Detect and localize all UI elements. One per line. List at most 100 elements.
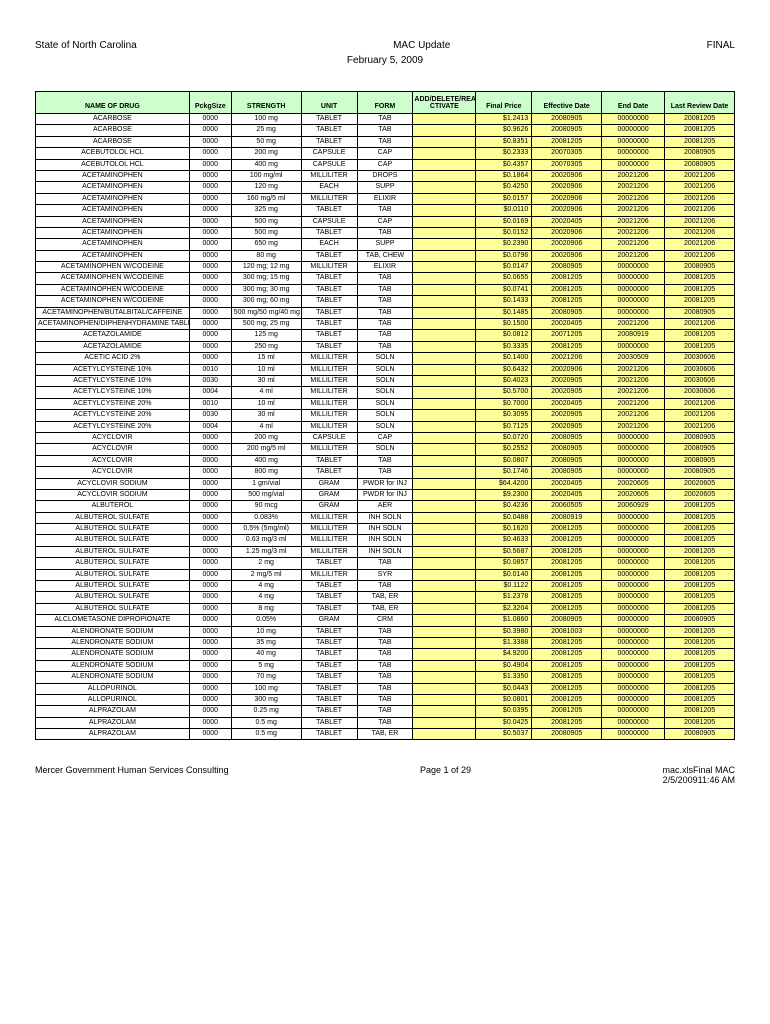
table-cell: 20020405 xyxy=(532,319,602,330)
table-cell: 00000000 xyxy=(602,535,665,546)
table-cell: TABLET xyxy=(301,227,357,238)
table-cell: 00000000 xyxy=(602,649,665,660)
col-header: End Date xyxy=(602,92,665,114)
table-cell xyxy=(413,660,476,671)
table-cell: 0000 xyxy=(189,273,231,284)
table-cell: $0.7125 xyxy=(476,421,532,432)
table-cell: 400 mg xyxy=(231,455,301,466)
table-cell: 0010 xyxy=(189,364,231,375)
table-cell: ACETAMINOPHEN xyxy=(36,182,190,193)
table-cell: 20081003 xyxy=(532,626,602,637)
table-cell: 20081205 xyxy=(665,592,735,603)
table-cell: 0000 xyxy=(189,148,231,159)
table-cell: 30 ml xyxy=(231,410,301,421)
table-cell: ACETAMINOPHEN xyxy=(36,239,190,250)
table-cell: 00000000 xyxy=(602,444,665,455)
table-cell: 0000 xyxy=(189,262,231,273)
table-cell: 0000 xyxy=(189,649,231,660)
table-cell xyxy=(413,364,476,375)
table-cell: 20021206 xyxy=(602,193,665,204)
table-cell: 00000000 xyxy=(602,672,665,683)
table-cell: 5 mg xyxy=(231,660,301,671)
table-cell: ACETAMINOPHEN W/CODEINE xyxy=(36,296,190,307)
table-cell: 20081205 xyxy=(665,330,735,341)
table-row: ALLOPURINOL0000300 mgTABLETTAB$0.0801200… xyxy=(36,694,735,705)
table-cell: 0000 xyxy=(189,227,231,238)
table-cell: 00000000 xyxy=(602,114,665,125)
table-cell: 4 ml xyxy=(231,387,301,398)
table-cell: 20020906 xyxy=(532,250,602,261)
table-cell: 100 mg/ml xyxy=(231,170,301,181)
table-cell: 20081205 xyxy=(532,603,602,614)
table-row: ALENDRONATE SODIUM000035 mgTABLETTAB$1.3… xyxy=(36,637,735,648)
table-cell: $0.4023 xyxy=(476,375,532,386)
table-cell: $1.3350 xyxy=(476,672,532,683)
table-cell: 0004 xyxy=(189,421,231,432)
table-cell: 0000 xyxy=(189,524,231,535)
table-cell xyxy=(413,512,476,523)
table-cell: 20081205 xyxy=(532,592,602,603)
table-cell: 20081205 xyxy=(532,136,602,147)
table-cell: $0.8351 xyxy=(476,136,532,147)
table-cell: ACETAZOLAMIDE xyxy=(36,341,190,352)
table-cell xyxy=(413,148,476,159)
table-row: ALENDRONATE SODIUM000070 mgTABLETTAB$1.3… xyxy=(36,672,735,683)
header-date: February 5, 2009 xyxy=(35,55,735,66)
table-row: ACETAMINOPHEN W/CODEINE0000300 mg; 15 mg… xyxy=(36,273,735,284)
table-cell: 20021206 xyxy=(602,398,665,409)
table-cell: 20081205 xyxy=(532,581,602,592)
table-cell: 20081205 xyxy=(665,569,735,580)
table-cell: $0.0801 xyxy=(476,694,532,705)
table-row: ALBUTEROL SULFATE00001.25 mg/3 mlMILLILI… xyxy=(36,546,735,557)
table-cell xyxy=(413,432,476,443)
table-cell: 0000 xyxy=(189,114,231,125)
table-cell: 4 mg xyxy=(231,592,301,603)
table-cell: 20081205 xyxy=(665,603,735,614)
table-cell: 0000 xyxy=(189,182,231,193)
table-cell xyxy=(413,603,476,614)
table-cell: 200 mg xyxy=(231,148,301,159)
table-cell: 20020905 xyxy=(532,375,602,386)
table-cell xyxy=(413,501,476,512)
table-cell: TAB xyxy=(357,125,413,136)
table-cell: $0.0152 xyxy=(476,227,532,238)
table-row: ACETAMINOPHEN0000500 mgTABLETTAB$0.01522… xyxy=(36,227,735,238)
table-cell: TAB xyxy=(357,683,413,694)
table-cell xyxy=(413,558,476,569)
table-cell: 0000 xyxy=(189,672,231,683)
table-cell: GRAM xyxy=(301,501,357,512)
table-cell: ACETAMINOPHEN xyxy=(36,250,190,261)
table-cell: 00000000 xyxy=(602,694,665,705)
table-cell: 20021206 xyxy=(665,398,735,409)
table-row: ACETAZOLAMIDE0000250 mgTABLETTAB$0.33352… xyxy=(36,341,735,352)
table-cell: 500 mg/50 mg/40 mg xyxy=(231,307,301,318)
table-cell: 20030606 xyxy=(665,387,735,398)
table-cell xyxy=(413,717,476,728)
table-cell: $0.1122 xyxy=(476,581,532,592)
table-cell: 00000000 xyxy=(602,432,665,443)
table-cell: 0030 xyxy=(189,410,231,421)
table-cell: ACETAMINOPHEN W/CODEINE xyxy=(36,273,190,284)
table-row: ACYCLOVIR SODIUM0000500 mg/vialGRAMPWDR … xyxy=(36,489,735,500)
table-cell: 2 mg/5 ml xyxy=(231,569,301,580)
table-cell xyxy=(413,353,476,364)
table-cell: 20021206 xyxy=(665,410,735,421)
table-cell: TAB xyxy=(357,307,413,318)
table-row: ACETAMINOPHEN W/CODEINE0000300 mg; 60 mg… xyxy=(36,296,735,307)
table-row: ACETYLCYSTEINE 10%003030 mlMILLILITERSOL… xyxy=(36,375,735,386)
table-cell: 20080905 xyxy=(532,262,602,273)
table-cell: $0.0425 xyxy=(476,717,532,728)
table-cell xyxy=(413,546,476,557)
table-cell: 500 mg xyxy=(231,216,301,227)
table-cell: TABLET xyxy=(301,683,357,694)
table-cell: TAB, ER xyxy=(357,729,413,740)
table-row: ACETIC ACID 2%000015 mlMILLILITERSOLN$0.… xyxy=(36,353,735,364)
table-cell: ACETYLCYSTEINE 20% xyxy=(36,398,190,409)
table-cell: 0000 xyxy=(189,683,231,694)
table-cell: 20081205 xyxy=(665,706,735,717)
table-cell: $0.0395 xyxy=(476,706,532,717)
table-cell: 20080905 xyxy=(532,114,602,125)
table-cell xyxy=(413,182,476,193)
table-cell: 0000 xyxy=(189,501,231,512)
table-cell: 20060505 xyxy=(532,501,602,512)
